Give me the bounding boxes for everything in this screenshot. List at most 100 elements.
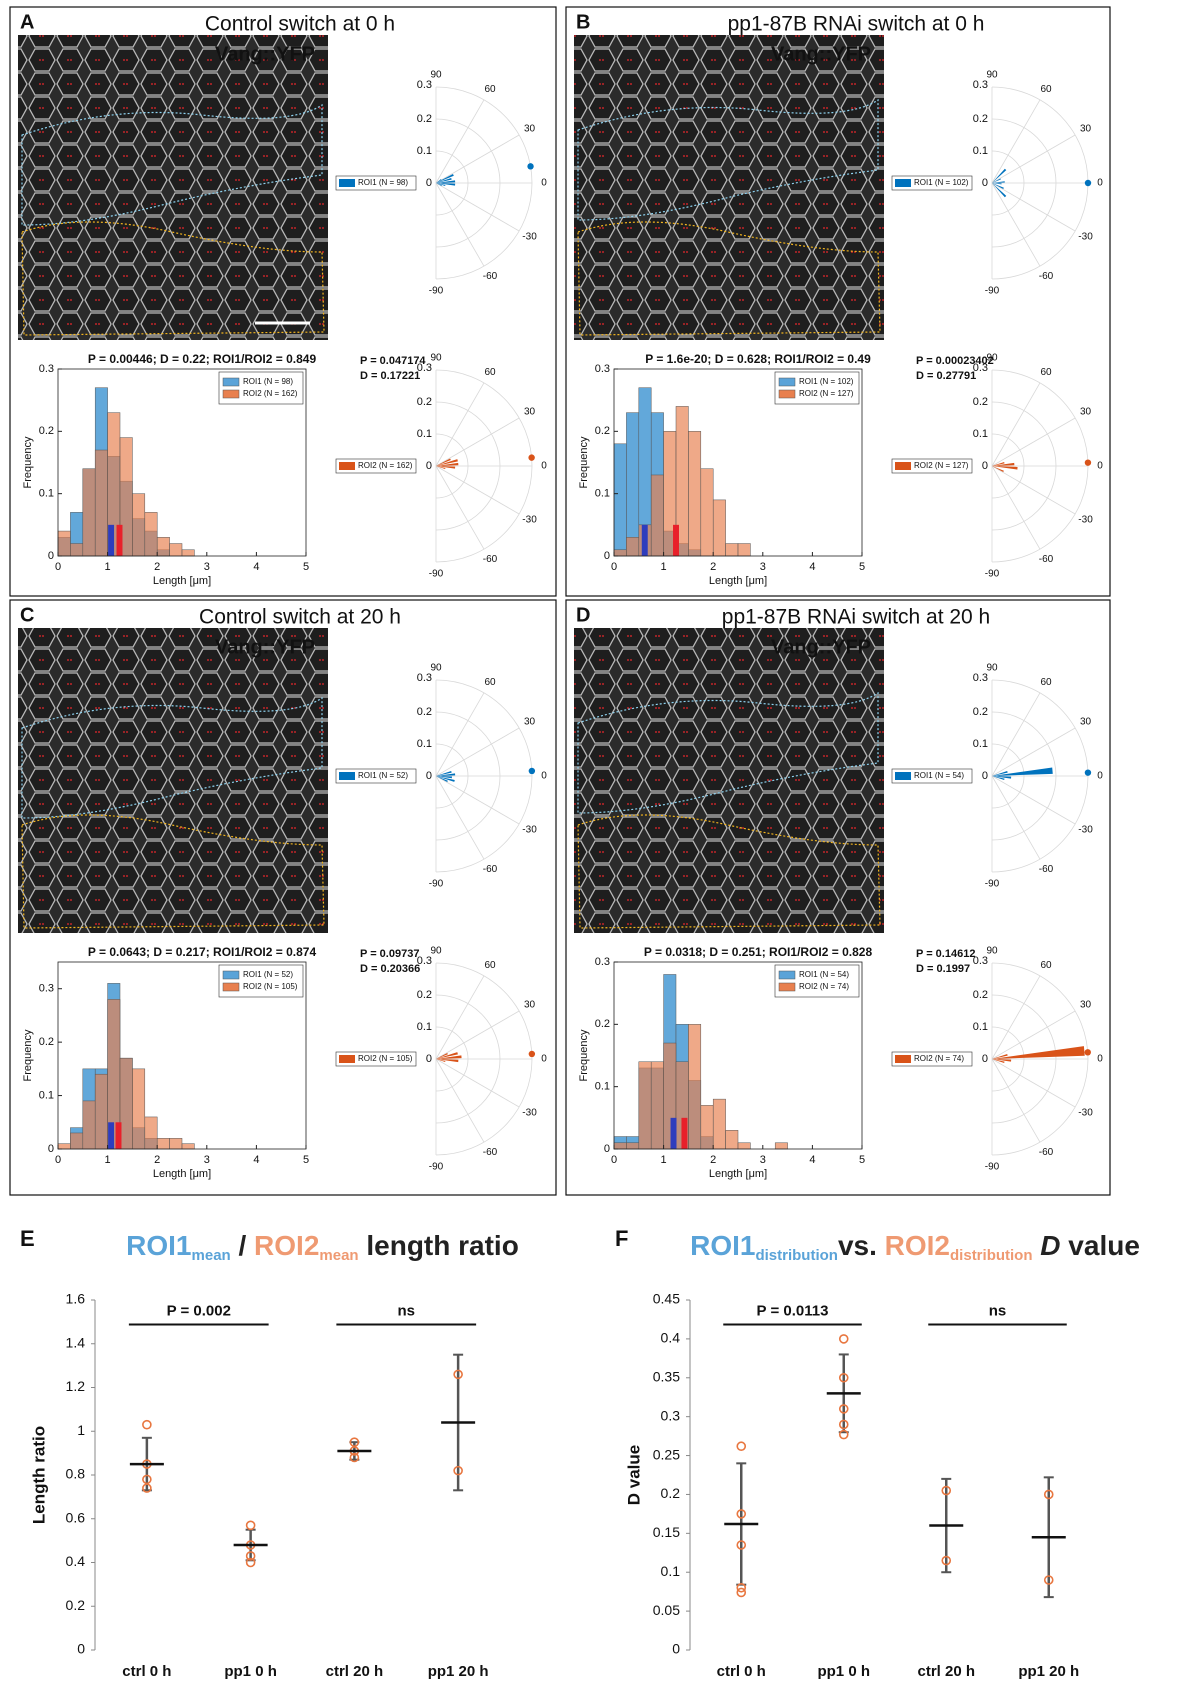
theta-tick-label: 60 — [484, 84, 496, 95]
rose-bar — [436, 459, 458, 466]
legend-label: ROI1 (N = 98) — [243, 377, 293, 386]
theta-tick-label: 60 — [1040, 367, 1052, 378]
angular-grid — [435, 1010, 520, 1060]
theta-tick-label: -60 — [1039, 271, 1054, 282]
roi1-outline — [21, 696, 323, 819]
legend-label: ROI2 (N = 105) — [243, 982, 298, 991]
polar-stats: P = 0.00023402 — [916, 355, 994, 367]
r-tick-label: 0.1 — [973, 1021, 988, 1033]
legend-box — [218, 964, 304, 998]
r-tick-label: 0.3 — [973, 362, 988, 374]
y-tick-label: 0.3 — [595, 956, 610, 968]
rose-bar — [436, 179, 442, 183]
theta-tick-label: 30 — [1080, 407, 1092, 418]
histogram-bar — [181, 549, 195, 557]
y-tick-label: 0.2 — [595, 1018, 610, 1030]
data-point — [245, 1520, 256, 1531]
rose-bar — [992, 776, 1012, 779]
y-tick-label: 0 — [604, 550, 610, 562]
x-tick-label: 4 — [253, 561, 259, 573]
rose-bar — [436, 1052, 448, 1059]
r-tick-label: 0.1 — [973, 145, 988, 157]
theta-tick-label: 60 — [1040, 960, 1052, 971]
r-tick-label: 0 — [426, 1053, 432, 1065]
x-tick-label: ctrl 0 h — [122, 1663, 171, 1680]
data-point — [736, 1587, 747, 1598]
legend-label: ROI1 (N = 98) — [358, 178, 408, 187]
legend-label: ROI2 (N = 74) — [799, 982, 849, 991]
image-label: Vang::YFP — [215, 636, 315, 658]
legend-box — [891, 458, 973, 474]
panel-letter: A — [20, 11, 34, 33]
x-tick-label: pp1 20 h — [428, 1663, 489, 1680]
y-tick-label: 0.3 — [39, 983, 54, 995]
angular-grid — [435, 692, 485, 777]
histogram-bar — [144, 1116, 158, 1150]
roi2-outline — [21, 221, 325, 336]
y-tick-label: 0.3 — [595, 363, 610, 375]
roi2-outline — [21, 814, 325, 929]
polar-stats: D = 0.27791 — [916, 370, 976, 382]
angular-grid — [435, 465, 520, 515]
r-tick-label: 0.1 — [417, 428, 432, 440]
theta-tick-label: 60 — [484, 960, 496, 971]
theta-tick-label: 0 — [541, 461, 547, 472]
y-tick-label: 0 — [48, 550, 54, 562]
legend-box — [774, 964, 860, 998]
title-part: vs. — [838, 1230, 885, 1261]
x-tick-label: 2 — [710, 1154, 716, 1166]
y-tick-label: 0.2 — [595, 425, 610, 437]
x-tick-label: 2 — [154, 1154, 160, 1166]
data-point — [1043, 1575, 1054, 1585]
roi2-outline — [577, 814, 881, 929]
histogram-bar — [725, 1130, 739, 1150]
y-tick-label: 0.1 — [595, 1081, 610, 1093]
theta-tick-label: 90 — [430, 946, 442, 957]
x-tick-label: 3 — [204, 561, 210, 573]
mean-marker — [108, 524, 115, 556]
histogram-bar — [688, 431, 702, 557]
y-tick-label: 0 — [48, 1143, 54, 1155]
y-tick-label: 0.2 — [39, 425, 54, 437]
angular-grid — [435, 775, 520, 825]
x-tick-label: 3 — [760, 561, 766, 573]
micrograph — [18, 35, 328, 340]
data-point — [453, 1465, 463, 1476]
r-tick-label: 0.1 — [417, 738, 432, 750]
theta-tick-label: -30 — [522, 1108, 537, 1119]
data-point — [941, 1555, 952, 1566]
legend-swatch — [222, 389, 240, 399]
rose-bar — [992, 771, 1008, 776]
mean-direction — [528, 1050, 536, 1058]
x-tick-label: 4 — [809, 1154, 815, 1166]
x-tick-label: 0 — [611, 561, 617, 573]
y-tick-label: 0.2 — [66, 1597, 86, 1613]
x-tick-label: 1 — [105, 561, 111, 573]
data-point — [453, 1369, 463, 1380]
data-point — [838, 1334, 849, 1344]
theta-tick-label: -60 — [1039, 554, 1054, 565]
theta-tick-label: 30 — [524, 124, 536, 135]
chart-title: ROI1mean / ROI2mean length ratio — [126, 1230, 519, 1264]
theta-tick-label: 60 — [1040, 84, 1052, 95]
y-tick-label: 1 — [77, 1422, 85, 1438]
rose-bar — [992, 1046, 1085, 1059]
theta-tick-label: 60 — [484, 367, 496, 378]
significance-label: P = 0.002 — [167, 1302, 231, 1319]
rose-bar — [436, 771, 452, 776]
y-tick-label: 0.2 — [39, 1036, 54, 1048]
legend-box — [891, 768, 973, 784]
histogram-bar — [181, 1143, 195, 1150]
r-tick-label: 0 — [982, 770, 988, 782]
histogram-bar — [144, 512, 158, 557]
rose-bar — [436, 183, 442, 187]
x-axis-label: Length [μm] — [153, 1168, 211, 1180]
y-axis-label: Frequency — [22, 436, 34, 488]
rose-bar — [436, 180, 456, 183]
angular-grid — [435, 775, 485, 860]
axes-box — [57, 368, 307, 557]
legend-label: ROI1 (N = 102) — [914, 178, 969, 187]
theta-tick-label: -90 — [429, 286, 444, 297]
x-tick-label: ctrl 20 h — [917, 1663, 975, 1680]
histogram-bar — [70, 543, 84, 557]
